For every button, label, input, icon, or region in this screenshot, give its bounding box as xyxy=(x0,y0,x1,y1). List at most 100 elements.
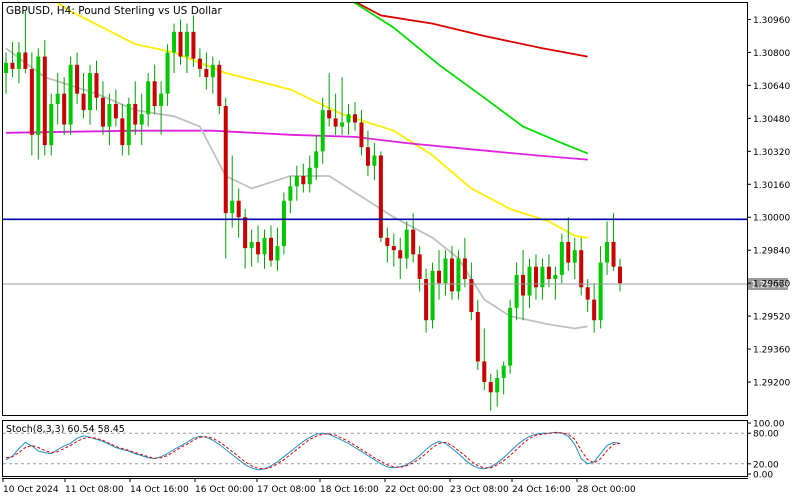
y-tick-label: 1.30480 xyxy=(753,115,790,125)
bullish-candle xyxy=(495,377,500,393)
bullish-candle xyxy=(49,103,54,146)
x-tick-label: 22 Oct 00:00 xyxy=(385,485,444,495)
bearish-candle xyxy=(417,254,422,280)
bullish-candle xyxy=(88,73,93,111)
bearish-candle xyxy=(23,52,28,69)
bullish-candle xyxy=(456,258,461,292)
bullish-candle xyxy=(146,81,151,115)
bearish-candle xyxy=(475,312,480,362)
bullish-candle xyxy=(404,229,409,259)
bearish-candle xyxy=(391,246,396,251)
bearish-candle xyxy=(437,270,442,284)
bearish-candle xyxy=(10,62,15,69)
bullish-candle xyxy=(314,151,319,168)
bullish-candle xyxy=(443,258,448,284)
bullish-candle xyxy=(126,103,131,146)
y-tick-label: 1.29840 xyxy=(753,247,790,257)
bearish-candle xyxy=(243,217,248,249)
bullish-candle xyxy=(210,64,215,78)
x-tick-label: 23 Oct 08:00 xyxy=(450,485,509,495)
bullish-candle xyxy=(527,266,532,296)
bullish-candle xyxy=(320,110,325,152)
bearish-candle xyxy=(62,93,67,125)
stoch-y-tick-label: 0.00 xyxy=(753,471,773,481)
moving-average-line xyxy=(56,3,588,239)
bullish-candle xyxy=(4,62,8,74)
moving-average-line xyxy=(5,129,588,161)
bearish-candle xyxy=(268,237,273,261)
bearish-candle xyxy=(398,250,403,259)
bearish-candle xyxy=(533,266,538,288)
chart-title: GBPUSD, H4: Pound Sterling vs US Dollar xyxy=(6,5,222,17)
bearish-candle xyxy=(482,361,487,383)
bearish-candle xyxy=(592,299,597,321)
bearish-candle xyxy=(120,118,125,146)
bullish-candle xyxy=(540,266,545,288)
y-tick-label: 1.29200 xyxy=(753,379,790,389)
bearish-candle xyxy=(449,258,454,292)
bullish-candle xyxy=(68,64,73,125)
x-tick-label: 11 Oct 08:00 xyxy=(65,485,124,495)
bullish-candle xyxy=(172,31,177,53)
y-tick-label: 1.30160 xyxy=(753,181,790,191)
bearish-candle xyxy=(579,250,584,288)
y-tick-label: 1.29360 xyxy=(753,346,790,356)
x-tick-label: 18 Oct 16:00 xyxy=(320,485,379,495)
bullish-candle xyxy=(249,241,254,249)
bearish-candle xyxy=(81,93,86,111)
bullish-candle xyxy=(275,246,280,261)
bearish-candle xyxy=(236,200,241,218)
bearish-candle xyxy=(333,118,338,127)
bullish-candle xyxy=(430,270,435,321)
bullish-candle xyxy=(307,167,312,185)
bullish-candle xyxy=(346,114,351,123)
bearish-candle xyxy=(611,241,616,267)
bearish-candle xyxy=(424,279,429,321)
bearish-candle xyxy=(566,241,571,263)
bearish-candle xyxy=(197,58,202,69)
x-tick-label: 17 Oct 08:00 xyxy=(257,485,316,495)
y-tick-label: 1.30640 xyxy=(753,82,790,92)
current-price-label: 1.29676 xyxy=(751,280,788,290)
bullish-candle xyxy=(281,200,286,247)
stoch-label: Stoch(8,3,3) 60.54 58.45 xyxy=(6,424,125,435)
y-tick-label: 1.30960 xyxy=(753,16,790,26)
stoch-plot-frame xyxy=(2,420,748,477)
bearish-candle xyxy=(204,68,209,78)
bullish-candle xyxy=(572,250,577,263)
moving-average-line xyxy=(355,3,588,58)
x-tick-label: 10 Oct 2024 xyxy=(3,485,59,495)
bullish-candle xyxy=(107,103,112,127)
bearish-candle xyxy=(469,279,474,312)
bearish-candle xyxy=(365,147,370,166)
bullish-candle xyxy=(598,262,603,321)
y-tick-label: 1.30000 xyxy=(753,214,790,224)
bearish-candle xyxy=(133,103,138,125)
bearish-candle xyxy=(29,68,34,135)
bullish-candle xyxy=(55,93,60,104)
bullish-candle xyxy=(165,52,170,94)
bullish-candle xyxy=(288,186,293,201)
bearish-candle xyxy=(353,114,358,123)
bullish-candle xyxy=(340,122,345,127)
bearish-candle xyxy=(359,122,364,148)
y-tick-label: 1.30320 xyxy=(753,148,790,158)
bearish-candle xyxy=(462,258,467,280)
bearish-candle xyxy=(521,274,526,296)
x-tick-label: 28 Oct 00:00 xyxy=(577,485,636,495)
bullish-candle xyxy=(372,155,377,166)
x-tick-label: 16 Oct 00:00 xyxy=(195,485,254,495)
stoch-y-tick-label: 80.00 xyxy=(753,430,779,440)
bullish-candle xyxy=(139,114,144,125)
bearish-candle xyxy=(42,56,47,146)
bearish-candle xyxy=(217,64,222,106)
bearish-candle xyxy=(585,287,590,300)
bearish-candle xyxy=(411,229,416,255)
bullish-candle xyxy=(36,56,41,135)
bullish-candle xyxy=(553,274,558,280)
x-tick-label: 14 Oct 16:00 xyxy=(130,485,189,495)
bearish-candle xyxy=(100,97,105,127)
stoch-signal-line xyxy=(5,432,621,470)
